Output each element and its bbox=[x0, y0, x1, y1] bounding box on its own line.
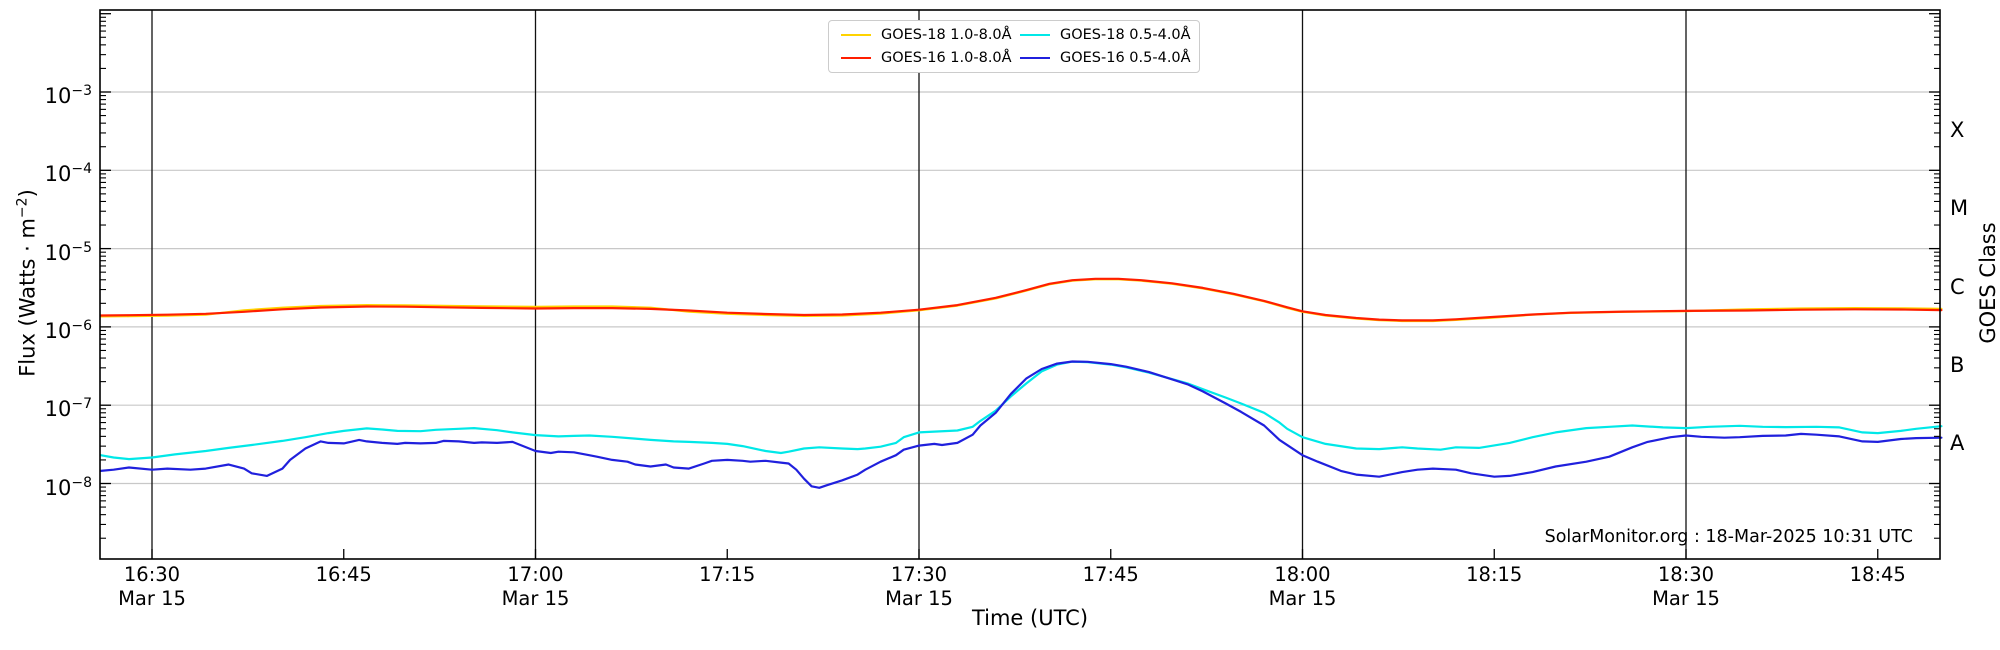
y-tick-label: 10−7 bbox=[44, 396, 92, 422]
goes-class-label: B bbox=[1950, 353, 1965, 378]
x-tick-date-label: Mar 15 bbox=[1652, 587, 1720, 610]
x-tick-label: 16:30 bbox=[123, 563, 181, 586]
y-axis-label-close: ) bbox=[15, 189, 40, 198]
goes-class-label: C bbox=[1950, 274, 1965, 299]
legend-item: GOES-16 1.0-8.0Å bbox=[835, 47, 1014, 69]
x-axis-label: Time (UTC) bbox=[971, 606, 1089, 630]
legend-label: GOES-16 0.5-4.0Å bbox=[1060, 50, 1191, 67]
goes-class-label: X bbox=[1950, 118, 1965, 143]
y-tick-label: 10−8 bbox=[44, 474, 92, 500]
right-axis-label: GOES Class bbox=[1976, 222, 2000, 344]
x-tick-label: 18:00 bbox=[1274, 563, 1331, 586]
plot-border bbox=[99, 9, 1941, 560]
x-tick-label: 17:00 bbox=[507, 563, 564, 586]
x-tick-date-label: Mar 15 bbox=[885, 587, 953, 610]
y-tick-label: 10−3 bbox=[44, 83, 92, 108]
goes-class-label: A bbox=[1950, 431, 1965, 456]
x-tick-label: 17:30 bbox=[890, 563, 948, 586]
y-axis-label: Flux (Watts · m−2) bbox=[15, 189, 40, 377]
legend-item: GOES-16 0.5-4.0Å bbox=[1014, 47, 1193, 69]
legend-label: GOES-18 1.0-8.0Å bbox=[881, 26, 1012, 43]
x-tick-date-label: Mar 15 bbox=[118, 587, 186, 610]
x-tick-label: 17:15 bbox=[699, 563, 756, 586]
legend-item: GOES-18 1.0-8.0Å bbox=[835, 24, 1014, 46]
flux-curve bbox=[99, 278, 1943, 323]
x-tick-label: 18:15 bbox=[1466, 563, 1523, 586]
x-tick-date-label: Mar 15 bbox=[1268, 587, 1337, 610]
goes-class-label: M bbox=[1950, 196, 1969, 221]
flux-curve bbox=[99, 277, 1943, 322]
x-tick-label: 17:45 bbox=[1082, 563, 1139, 586]
line-swatch-icon bbox=[841, 33, 871, 36]
legend: GOES-18 1.0-8.0Å GOES-16 1.0-8.0Å GOES-1… bbox=[828, 20, 1200, 73]
y-tick-label: 10−6 bbox=[44, 317, 92, 343]
watermark-text: SolarMonitor.org : 18-Mar-2025 10:31 UTC bbox=[1544, 527, 1913, 547]
x-tick-label: 18:45 bbox=[1849, 563, 1906, 586]
legend-label: GOES-16 1.0-8.0Å bbox=[881, 50, 1012, 67]
legend-label: GOES-18 0.5-4.0Å bbox=[1060, 26, 1191, 43]
y-axis-label-exponent: −2 bbox=[14, 197, 31, 219]
line-swatch-icon bbox=[841, 57, 871, 60]
flux-curve bbox=[99, 360, 1943, 489]
y-tick-label: 10−5 bbox=[44, 239, 92, 265]
flux-curve bbox=[99, 360, 1943, 461]
x-tick-date-label: Mar 15 bbox=[501, 587, 570, 610]
line-swatch-icon bbox=[1020, 33, 1050, 36]
x-tick-label: 18:30 bbox=[1657, 563, 1715, 586]
legend-item: GOES-18 0.5-4.0Å bbox=[1014, 24, 1193, 46]
y-tick-label: 10−4 bbox=[44, 161, 92, 187]
x-tick-label: 16:45 bbox=[315, 563, 372, 586]
line-swatch-icon bbox=[1020, 57, 1050, 60]
